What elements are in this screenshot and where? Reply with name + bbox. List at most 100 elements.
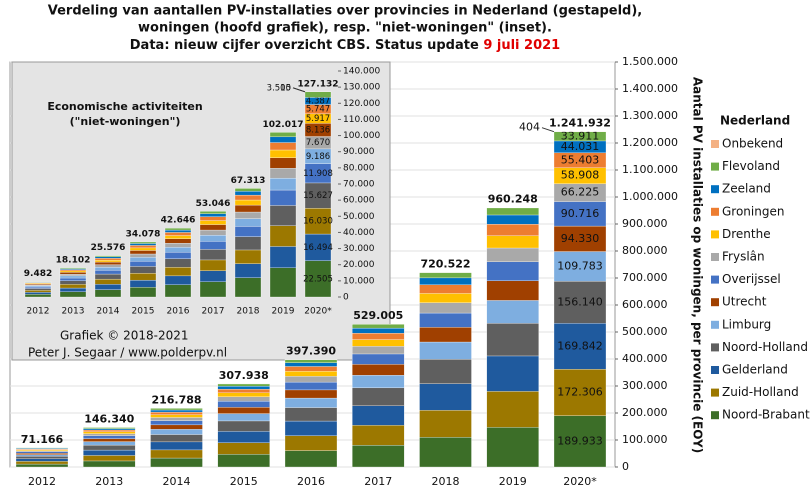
data-label: 16.494 [303,243,333,253]
bar-segment [352,425,405,446]
bar-segment [150,424,203,430]
bar-segment [24,286,52,289]
bar-segment [164,258,192,268]
bar-segment [59,272,87,275]
x-tick-label: 2019 [272,307,295,317]
bar-segment [217,413,270,422]
credit: Peter J. Segaar / www.polderpv.nl [28,346,227,360]
x-tick-label: 2015 [230,475,258,488]
bar-segment [234,188,262,192]
y-tick-label: 130.000 [343,83,380,93]
bar-segment [486,247,539,262]
bar-segment [24,292,52,295]
x-tick-label: 2016 [297,475,325,488]
y-tick-label: 110.000 [343,115,380,125]
bar-segment [94,267,122,271]
legend-label: Utrecht [722,295,767,309]
bar-segment [199,270,227,282]
total-label: 67.313 [231,176,266,186]
bar-segment [419,437,472,468]
bar-segment [217,388,270,393]
bar-segment [553,201,607,227]
bar-segment [352,339,405,347]
leader-line [292,87,306,93]
bar-segment [284,435,338,451]
bar-segment [284,381,338,391]
inset-title: ("niet-woningen") [70,115,181,128]
x-tick-label: 2016 [167,307,190,317]
data-label: 172.306 [557,385,603,398]
bar-segment [59,277,87,281]
bar-segment [234,249,262,264]
total-label: 127.132 [298,79,339,89]
bar-segment [352,387,405,406]
bar-segment [217,396,270,402]
data-label: 10 [280,83,291,93]
bar-segment [15,453,69,455]
bar-segment [83,441,136,446]
bar-segment [129,266,157,274]
legend-swatch [711,388,719,397]
legend-label: Overijssel [722,272,781,286]
bar-segment [234,263,262,278]
bar-segment [217,454,270,468]
bar-segment [269,142,297,151]
bar-segment [217,442,270,455]
bar-segment [284,376,338,383]
bar-segment [419,327,472,343]
bar-segment [486,261,539,281]
total-label: 18.102 [56,255,91,265]
bar-segment [419,383,472,411]
legend-label: Zuid-Holland [722,385,799,399]
bar-segment [199,281,227,298]
legend-swatch [711,230,719,239]
bar-segment [83,460,136,468]
bar-segment [94,261,122,265]
data-label: 66.225 [561,186,600,199]
bar-segment [553,415,607,468]
y-tick-label: 80.000 [343,163,375,173]
bar-segment [129,261,157,267]
bar-segment [234,226,262,237]
bar-segment [83,438,136,442]
data-label: 11.908 [303,169,333,179]
bar-segment [486,355,539,392]
bar-segment [150,409,203,413]
x-tick-label: 2014 [97,307,120,317]
bar-segment [150,429,203,435]
bar-segment [199,249,227,261]
total-label: 529.005 [353,309,403,322]
bar-segment [59,269,87,272]
bar-segment [486,300,539,324]
bar-segment [150,420,203,426]
bar-segment [352,324,405,329]
legend-title: Nederland [720,114,790,128]
bar-segment [199,235,227,242]
y-tick-label: 90.000 [343,147,375,157]
bar-segment [59,291,87,298]
x-tick-label: 2013 [95,475,123,488]
bar-segment [352,445,405,468]
bar-segment [419,277,472,285]
total-label: 71.166 [21,433,64,446]
bar-segment [59,270,87,273]
total-label: 960.248 [488,193,538,206]
y-tick-label: 300.000 [622,379,668,392]
bar-segment [15,458,69,462]
y-tick-label: 1.400.000 [622,82,678,95]
bar-segment [217,392,270,397]
legend-swatch [711,275,719,284]
y-tick-label: 800.000 [622,244,668,257]
y-tick-label: 600.000 [622,298,668,311]
y-tick-label: 1.300.000 [622,109,678,122]
bar-segment [59,280,87,285]
total-label: 216.788 [151,393,201,406]
bar-segment [129,241,157,244]
legend-label: Groningen [722,204,784,218]
data-label: 189.933 [557,434,603,447]
bar-segment [284,389,338,399]
y-tick-label: 0 [622,460,629,473]
bar-segment [269,177,297,191]
data-label: 22.505 [303,274,333,284]
bar-segment [217,407,270,414]
